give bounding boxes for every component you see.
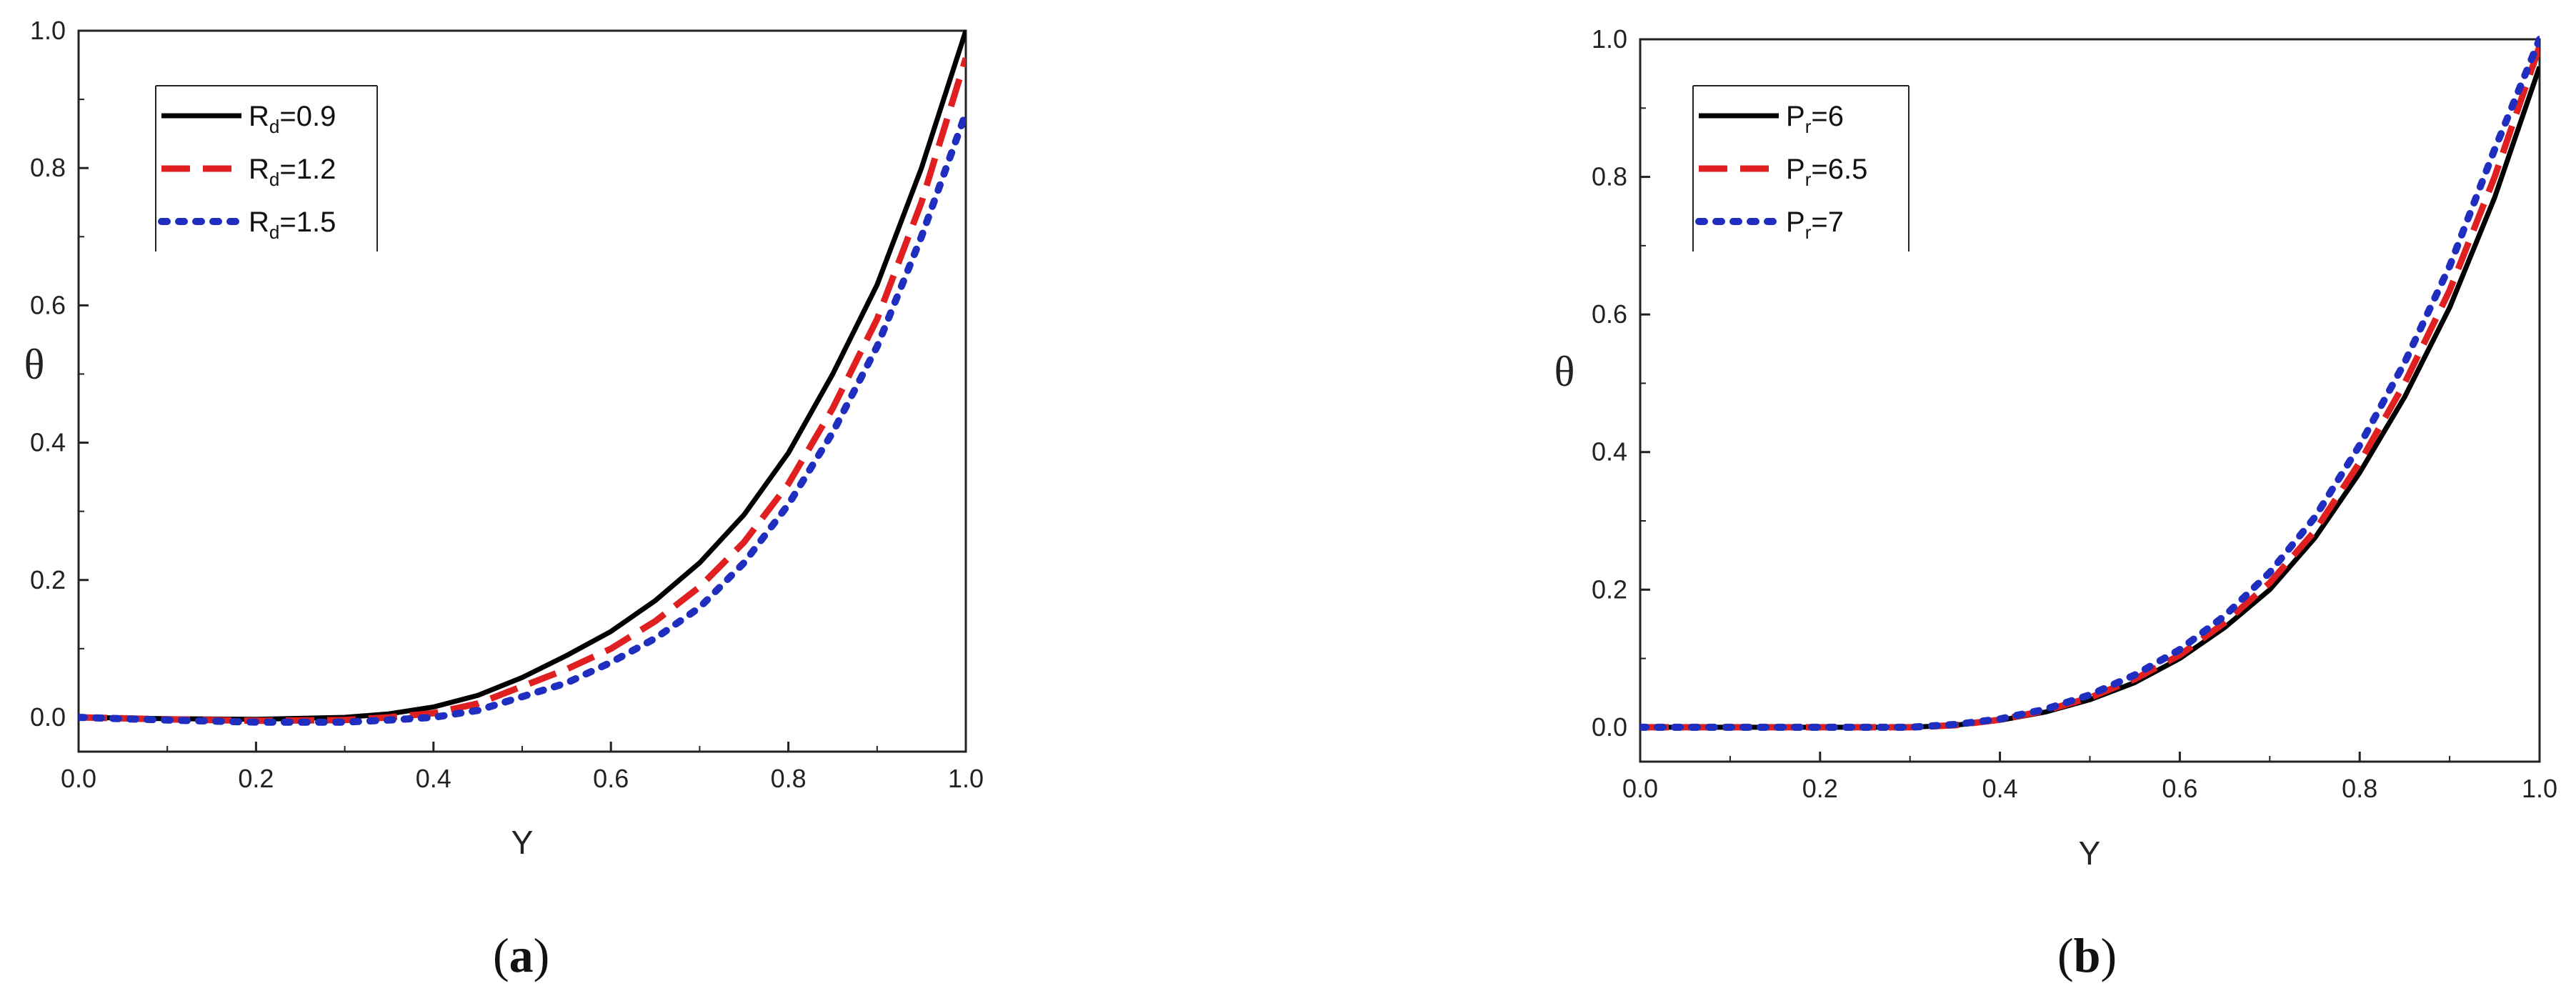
caption-letter: b — [2074, 928, 2101, 982]
legend-label-Rd=1.5: Rd=1.5 — [249, 206, 336, 243]
x-tick-label: 0.0 — [61, 764, 96, 793]
plot-frame — [77, 29, 967, 753]
y-tick-label: 0.2 — [30, 565, 66, 594]
legend-label-base: P — [1786, 154, 1805, 185]
series-line-Pr=6 — [1640, 66, 2540, 730]
x-axis-label: Y — [511, 824, 534, 861]
legend-label-rest: =7 — [1811, 206, 1844, 238]
legend-label-Rd=0.9: Rd=0.9 — [249, 101, 336, 137]
y-tick-label: 1.0 — [1592, 24, 1627, 54]
y-tick-label: 0.2 — [1592, 574, 1627, 604]
legend-label-sub: r — [1805, 221, 1812, 243]
x-tick-label: 0.2 — [1802, 774, 1838, 803]
legend-label-rest: =1.5 — [279, 206, 336, 238]
panel-caption: (b) — [2057, 928, 2117, 982]
x-tick-label: 1.0 — [948, 764, 984, 793]
caption-paren-open: ( — [2057, 928, 2074, 982]
legend-label-sub: d — [269, 221, 279, 243]
series-line-Pr=6.5 — [1640, 45, 2540, 731]
y-axis-label: θ — [1554, 348, 1575, 395]
y-tick-label: 0.8 — [1592, 162, 1627, 191]
legend-label-Rd=1.2: Rd=1.2 — [249, 154, 336, 190]
chart-panel-a: 0.0 0.2 0.4 0.6 0.8 1.0 0.0 0.2 0.4 0.6 0.8 1.0 Yθ Rd… — [24, 16, 984, 982]
x-tick-label: 0.6 — [2162, 774, 2197, 803]
legend-label-Pr=7: Pr=7 — [1786, 206, 1844, 243]
legend-label-base: P — [1786, 101, 1805, 132]
caption-paren-close: ) — [2100, 928, 2117, 982]
x-tick-label: 1.0 — [2522, 774, 2557, 803]
legend-label-Pr=6: Pr=6 — [1786, 101, 1844, 137]
panel-caption: (a) — [493, 928, 549, 982]
series-line-Rd=0.9 — [79, 29, 966, 722]
legend-label-base: P — [1786, 206, 1805, 238]
legend-label-base: R — [249, 101, 269, 132]
x-tick-label: 0.0 — [1622, 774, 1658, 803]
legend-label-rest: =0.9 — [279, 101, 336, 132]
y-tick-label: 0.6 — [30, 290, 66, 319]
y-tick-label: 1.0 — [30, 16, 66, 45]
legend-label-sub: r — [1805, 116, 1812, 137]
legend-label-base: R — [249, 206, 269, 238]
series-line-Pr=7 — [1640, 36, 2540, 731]
x-tick-label: 0.4 — [1982, 774, 2018, 803]
legend-label-Pr=6.5: Pr=6.5 — [1786, 154, 1867, 190]
legend: Pr=6Pr=6.5Pr=7 — [1692, 85, 1909, 252]
legend-label-sub: d — [269, 169, 279, 190]
y-tick-label: 0.8 — [30, 153, 66, 182]
y-axis-label: θ — [24, 341, 45, 388]
x-tick-label: 0.8 — [2342, 774, 2377, 803]
legend-label-rest: =6 — [1811, 101, 1844, 132]
x-tick-label: 0.6 — [593, 764, 629, 793]
legend-label-rest: =1.2 — [279, 154, 336, 185]
x-tick-label: 0.4 — [416, 764, 451, 793]
y-tick-label: 0.6 — [1592, 299, 1627, 329]
legend-label-sub: r — [1805, 169, 1812, 190]
y-tick-label: 0.0 — [1592, 712, 1627, 742]
legend-label-base: R — [249, 154, 269, 185]
y-tick-label: 0.0 — [30, 702, 66, 732]
legend: Rd=0.9Rd=1.2Rd=1.5 — [155, 85, 378, 252]
caption-letter: a — [509, 928, 534, 982]
caption-paren-open: ( — [493, 928, 509, 982]
series-line-Rd=1.5 — [79, 109, 966, 726]
legend-label-sub: d — [269, 116, 279, 137]
legend-label-rest: =6.5 — [1811, 154, 1867, 185]
y-tick-label: 0.4 — [1592, 437, 1627, 467]
chart-panel-b: 0.0 0.2 0.4 0.6 0.8 1.0 0.0 0.2 0.4 0.6 0.8 1.0 Yθ Pr… — [1554, 24, 2557, 982]
x-axis-label: Y — [2079, 835, 2101, 872]
x-tick-label: 0.8 — [771, 764, 807, 793]
x-tick-label: 0.2 — [238, 764, 274, 793]
caption-paren-close: ) — [534, 928, 550, 982]
y-tick-label: 0.4 — [30, 428, 66, 457]
series-line-Rd=1.2 — [79, 57, 966, 724]
